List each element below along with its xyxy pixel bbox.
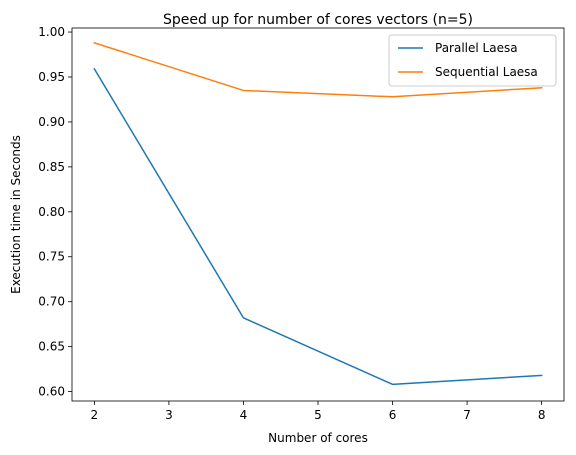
series-line-sequential-laesa: [93, 41, 543, 98]
y-axis-ticks: 0.60 0.65 0.70 0.75 0.80 0.85 0.90 0.95 1.00: [38, 25, 72, 399]
legend-label-sequential-laesa: Sequential Laesa: [435, 65, 538, 79]
x-axis-label: Number of cores: [268, 431, 368, 445]
x-tick-label: 8: [538, 408, 546, 422]
y-tick-label: 0.65: [38, 340, 65, 354]
y-axis-label: Execution time in Seconds: [9, 135, 23, 294]
x-axis-ticks: 2 3 4 5 6 7 8: [91, 401, 546, 422]
x-tick-label: 7: [463, 408, 471, 422]
x-tick-label: 2: [91, 408, 99, 422]
y-tick-label: 0.90: [38, 115, 65, 129]
y-tick-label: 0.80: [38, 205, 65, 219]
legend: Parallel Laesa Sequential Laesa: [388, 34, 557, 87]
y-tick-label: 1.00: [38, 25, 65, 39]
y-tick-label: 0.75: [38, 250, 65, 264]
y-tick-label: 0.85: [38, 160, 65, 174]
y-tick-label: 0.95: [38, 70, 65, 84]
y-tick-label: 0.70: [38, 295, 65, 309]
legend-label-parallel-laesa: Parallel Laesa: [435, 41, 518, 55]
x-tick-label: 4: [240, 408, 248, 422]
x-tick-label: 3: [165, 408, 173, 422]
series-layer: [93, 41, 543, 386]
x-tick-label: 6: [389, 408, 397, 422]
series-line-parallel-laesa: [93, 67, 543, 386]
y-tick-label: 0.60: [38, 385, 65, 399]
legend-box: [388, 34, 557, 87]
chart-title: Speed up for number of cores vectors (n=…: [163, 12, 473, 28]
x-tick-label: 5: [314, 408, 322, 422]
